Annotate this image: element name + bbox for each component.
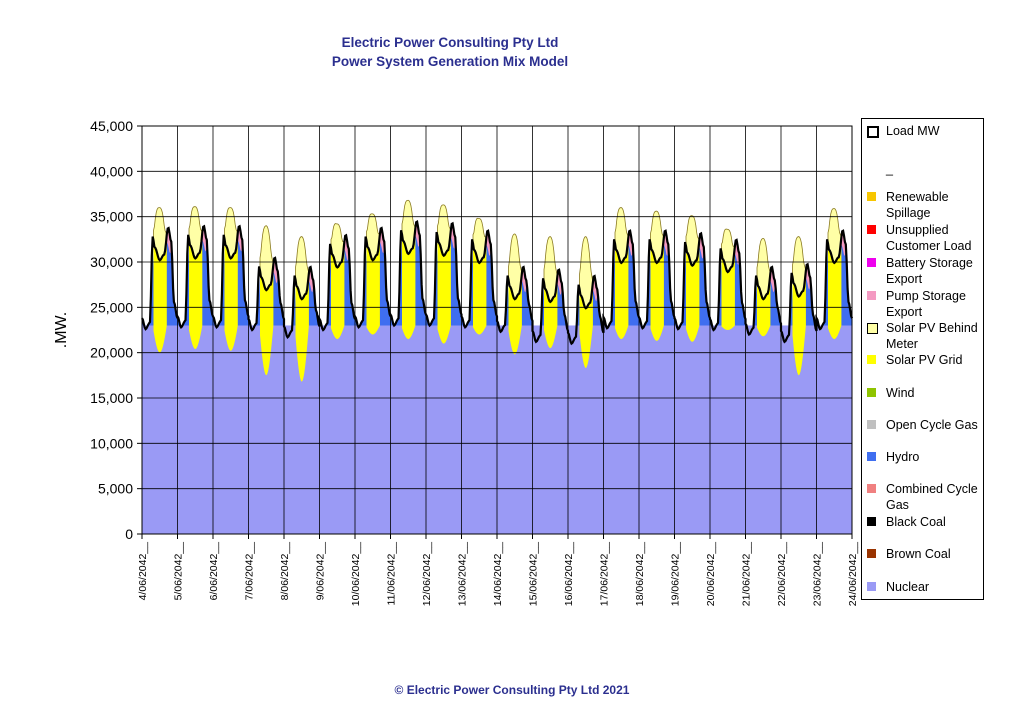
legend-swatch [867, 582, 876, 591]
legend-swatch [867, 388, 876, 397]
legend-swatch [867, 517, 876, 526]
x-tick-label-7: 10/06/2042__ [350, 542, 362, 606]
x-tick-label-13: 16/06/2042__ [563, 542, 575, 606]
solar-pv-grid-area-day-10 [473, 237, 487, 335]
legend-label: Unsupplied Customer Load [886, 223, 972, 253]
legend-label: Open Cycle Gas [886, 418, 978, 432]
solar-pv-grid-area-day-1 [153, 234, 167, 353]
legend-label: _ [886, 162, 893, 176]
legend-label: Load MW [886, 124, 940, 138]
y-tick-label-9: 45,000 [90, 118, 133, 134]
x-tick-label-5: 8/06/2042__ [279, 542, 291, 601]
x-tick-label-8: 11/06/2042__ [386, 542, 398, 606]
solar-pv-grid-area-day-8 [402, 228, 416, 340]
legend-swatch [867, 355, 876, 364]
x-tick-label-20: 23/06/2042__ [812, 542, 824, 606]
legend-label: Black Coal [886, 515, 946, 529]
legend-label: Battery Storage Export [886, 256, 973, 286]
chart-legend: Load MW _ Renewable Spillage Unsupplied Cus… [861, 118, 984, 600]
solar-pv-grid-area-day-5 [295, 273, 309, 382]
copyright-footer: © Electric Power Consulting Pty Ltd 2021 [394, 683, 630, 697]
legend-label: Wind [886, 386, 915, 400]
legend-label: Solar PV Grid [886, 353, 963, 367]
y-tick-label-0: 0 [125, 526, 133, 542]
solar-pv-grid-area-day-18 [757, 273, 771, 337]
title-line-1: Electric Power Consulting Pty Ltd [341, 35, 559, 50]
x-tick-label-3: 6/06/2042__ [208, 542, 220, 601]
solar-pv-grid-area-day-7 [366, 234, 380, 335]
x-tick-label-19: 22/06/2042__ [776, 542, 788, 606]
legend-swatch [867, 164, 876, 173]
legend-label: Hydro [886, 450, 920, 464]
x-tick-label-4: 7/06/2042__ [244, 542, 256, 601]
solar-pv-grid-area-day-20 [828, 237, 842, 340]
x-tick-label-11: 14/06/2042__ [492, 542, 504, 606]
x-tick-label-21: 24/06/2042__ [847, 542, 859, 606]
solar-pv-grid-area-day-15 [650, 237, 664, 341]
x-tick-label-6: 9/06/2042__ [315, 542, 327, 601]
y-tick-label-2: 10,000 [90, 435, 133, 451]
x-tick-label-1: 4/06/2042__ [137, 542, 149, 601]
pump-storage-area-day-11 [497, 267, 533, 332]
chart-title: Electric Power Consulting Pty Ltd Power … [240, 33, 660, 71]
solar-pv-grid-area-day-16 [686, 239, 700, 342]
x-tick-label-18: 21/06/2042__ [741, 542, 753, 606]
x-tick-label-14: 17/06/2042__ [599, 542, 611, 606]
y-tick-label-4: 20,000 [90, 345, 133, 361]
legend-swatch [867, 484, 876, 493]
pump-storage-area-day-12 [532, 269, 568, 342]
legend-swatch [867, 452, 876, 461]
solar-pv-grid-area-day-4 [260, 264, 274, 376]
x-tick-label-15: 18/06/2042__ [634, 542, 646, 606]
legend-swatch [867, 126, 879, 138]
legend-label: Brown Coal [886, 547, 951, 561]
solar-pv-grid-area-day-19 [792, 270, 806, 376]
legend-swatch [867, 192, 876, 201]
y-tick-label-1: 5,000 [98, 481, 133, 497]
y-axis-label: .MW. [53, 312, 70, 348]
y-tick-label-5: 25,000 [90, 299, 133, 315]
generation-mix-chart: 0 5,000 10,000 15,000 20,000 25,000 30,000 35,0… [53, 118, 859, 606]
y-tick-label-3: 15,000 [90, 390, 133, 406]
x-tick-label-16: 19/06/2042__ [670, 542, 682, 606]
legend-swatch [867, 549, 876, 558]
legend-swatch [867, 323, 878, 334]
x-tick-label-9: 12/06/2042__ [421, 542, 433, 606]
legend-swatch [867, 225, 876, 234]
solar-pv-grid-area-day-6 [331, 241, 345, 340]
solar-pv-grid-area-day-9 [437, 229, 451, 344]
y-tick-label-6: 30,000 [90, 254, 133, 270]
x-tick-label-12: 15/06/2042__ [528, 542, 540, 606]
title-line-2: Power System Generation Mix Model [331, 54, 569, 69]
pump-storage-area-day-13 [568, 276, 604, 344]
pump-storage-area-day-19 [781, 264, 817, 342]
legend-label: Pump Storage Export [886, 289, 966, 319]
pump-storage-area-day-5 [284, 267, 320, 338]
pump-storage-area-day-4 [248, 258, 284, 330]
legend-swatch [867, 258, 876, 267]
legend-label: Combined Cycle Gas [886, 482, 978, 512]
legend-label: Renewable Spillage [886, 190, 949, 220]
legend-swatch [867, 420, 876, 429]
legend-swatch [867, 291, 876, 300]
y-tick-label-8: 40,000 [90, 163, 133, 179]
pump-storage-area-day-18 [745, 267, 781, 335]
x-tick-label-10: 13/06/2042__ [457, 542, 469, 606]
x-tick-label-2: 5/06/2042__ [173, 542, 185, 601]
x-tick-label-17: 20/06/2042__ [705, 542, 717, 606]
solar-pv-grid-area-day-14 [615, 237, 629, 340]
legend-label: Solar PV Behind Meter [886, 321, 978, 351]
y-tick-label-7: 35,000 [90, 209, 133, 225]
legend-label: Nuclear [886, 580, 930, 594]
